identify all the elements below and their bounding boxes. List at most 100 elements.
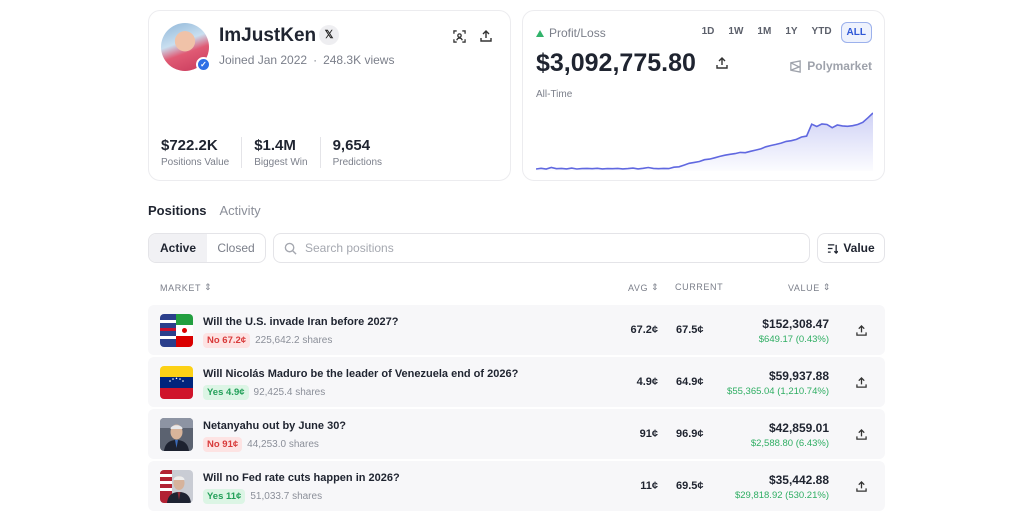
closed-filter-button[interactable]: Closed: [217, 241, 255, 255]
header-label: AVG: [628, 282, 649, 293]
outcome-badge: No 67.2¢: [203, 333, 251, 348]
brand-name: Polymarket: [807, 59, 872, 73]
sort-value-button[interactable]: Value: [817, 233, 885, 263]
position-details: No 67.2¢ 225,642.2 shares: [203, 333, 332, 348]
column-header-current[interactable]: CURRENT: [675, 282, 723, 292]
header-label: CURRENT: [675, 282, 724, 292]
profile-stats: $722.2K Positions Value $1.4M Biggest Wi…: [161, 137, 406, 168]
range-1w[interactable]: 1W: [728, 26, 744, 37]
market-title[interactable]: Netanyahu out by June 30?: [203, 420, 347, 432]
active-filter-button[interactable]: Active: [149, 234, 207, 262]
share-icon[interactable]: [856, 323, 867, 341]
header-label: VALUE: [788, 282, 820, 293]
avg-price: 91¢: [639, 428, 658, 440]
table-row[interactable]: Will no Fed rate cuts happen in 2026? Ye…: [148, 461, 885, 511]
range-all[interactable]: ALL: [840, 22, 872, 43]
share-count: 225,642.2 shares: [255, 335, 333, 346]
stat-label: Positions Value: [161, 157, 230, 168]
share-count: 44,253.0 shares: [247, 439, 319, 450]
pnl-label-text: Profit/Loss: [549, 26, 606, 40]
range-1m[interactable]: 1M: [757, 26, 772, 37]
current-price: 64.9¢: [676, 376, 704, 388]
status-toggle: Active Closed: [148, 233, 266, 263]
stat-predictions: 9,654 Predictions: [333, 137, 394, 168]
column-header-market[interactable]: MARKET ⇕: [160, 282, 212, 293]
position-details: Yes 11¢ 51,033.7 shares: [203, 489, 322, 504]
share-count: 51,033.7 shares: [250, 491, 323, 502]
range-1y[interactable]: 1Y: [785, 26, 798, 37]
position-details: Yes 4.9¢ 92,425.4 shares: [203, 385, 325, 400]
market-title[interactable]: Will Nicolás Maduro be the leader of Ven…: [203, 368, 519, 380]
x-profile-link-icon[interactable]: 𝕏: [319, 25, 339, 45]
avg-price: 4.9¢: [636, 376, 658, 388]
search-input[interactable]: [305, 241, 809, 255]
up-triangle-icon: [536, 29, 544, 37]
tab-positions[interactable]: Positions: [148, 203, 207, 218]
avg-price: 67.2¢: [630, 324, 658, 336]
market-thumbnail: [160, 418, 193, 451]
outcome-badge: Yes 11¢: [203, 489, 246, 504]
sort-label: Value: [843, 241, 875, 255]
table-row[interactable]: Will the U.S. invade Iran before 2027? N…: [148, 305, 885, 355]
stat-biggest-win: $1.4M Biggest Win: [254, 137, 321, 168]
market-title[interactable]: Will the U.S. invade Iran before 2027?: [203, 316, 399, 328]
profile-card: ✓ ImJustKen 𝕏 Joined Jan 2022 · 248.3K vie…: [148, 10, 511, 181]
position-change: $649.17 (0.43%): [758, 334, 829, 345]
search-icon: [284, 242, 297, 255]
stat-label: Predictions: [332, 157, 383, 168]
pnl-card: Profit/Loss 1D 1W 1M 1Y YTD ALL $3,092,775.80…: [522, 10, 885, 181]
pnl-label: Profit/Loss: [536, 26, 606, 40]
stat-value: $722.2K: [161, 137, 218, 154]
polymarket-logo: Polymarket: [789, 59, 872, 73]
search-box: [273, 233, 810, 263]
position-details: No 91¢ 44,253.0 shares: [203, 437, 319, 452]
current-price: 67.5¢: [676, 324, 704, 336]
position-value: $152,308.47: [762, 317, 829, 331]
pnl-value: $3,092,775.80: [536, 49, 696, 77]
table-row[interactable]: Netanyahu out by June 30? No 91¢ 44,253.…: [148, 409, 885, 459]
sort-arrows-icon: ⇕: [651, 282, 660, 292]
range-ytd[interactable]: YTD: [811, 26, 832, 37]
outcome-badge: No 91¢: [203, 437, 243, 452]
position-value: $35,442.88: [768, 473, 829, 487]
view-count: 248.3K views: [323, 53, 395, 67]
profile-meta: Joined Jan 2022 · 248.3K views: [219, 53, 395, 67]
profile-tabs: Positions Activity: [148, 203, 261, 218]
position-change: $2,588.80 (6.43%): [750, 438, 829, 449]
column-header-avg[interactable]: AVG ⇕: [628, 282, 659, 293]
share-icon[interactable]: [856, 427, 867, 445]
sort-icon: [828, 243, 839, 254]
header-label: MARKET: [160, 282, 202, 293]
stat-label: Biggest Win: [254, 157, 308, 168]
current-price: 69.5¢: [676, 480, 704, 492]
share-icon[interactable]: [716, 56, 728, 74]
polymarket-icon: [790, 59, 802, 73]
scan-icon[interactable]: [450, 27, 468, 45]
share-icon[interactable]: [477, 27, 495, 45]
position-value: $59,937.88: [768, 369, 829, 383]
username: ImJustKen: [219, 25, 317, 46]
share-icon[interactable]: [856, 375, 867, 393]
stat-value: $1.4M: [254, 137, 296, 154]
avg-price: 11¢: [640, 480, 658, 492]
pnl-chart-line: [536, 112, 873, 170]
table-row[interactable]: Will Nicolás Maduro be the leader of Ven…: [148, 357, 885, 407]
tab-activity[interactable]: Activity: [219, 203, 261, 218]
share-icon[interactable]: [856, 479, 867, 497]
market-thumbnail: [160, 314, 193, 347]
column-header-value[interactable]: VALUE ⇕: [788, 282, 831, 293]
outcome-badge: Yes 4.9¢: [203, 385, 249, 400]
range-1d[interactable]: 1D: [701, 26, 715, 37]
market-thumbnail: [160, 470, 193, 503]
market-title[interactable]: Will no Fed rate cuts happen in 2026?: [203, 472, 400, 484]
position-change: $55,365.04 (1,210.74%): [727, 386, 829, 397]
stat-positions-value: $722.2K Positions Value: [161, 137, 243, 168]
pnl-period: All-Time: [536, 89, 573, 100]
current-price: 96.9¢: [676, 428, 704, 440]
share-count: 92,425.4 shares: [253, 387, 326, 398]
pnl-chart-area: [536, 113, 873, 171]
market-thumbnail: [160, 366, 193, 399]
pnl-chart: [536, 112, 873, 171]
stat-value: 9,654: [332, 137, 371, 154]
position-change: $29,818.92 (530.21%): [734, 490, 829, 501]
